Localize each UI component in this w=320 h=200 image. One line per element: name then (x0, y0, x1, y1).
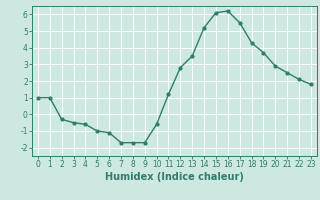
X-axis label: Humidex (Indice chaleur): Humidex (Indice chaleur) (105, 172, 244, 182)
